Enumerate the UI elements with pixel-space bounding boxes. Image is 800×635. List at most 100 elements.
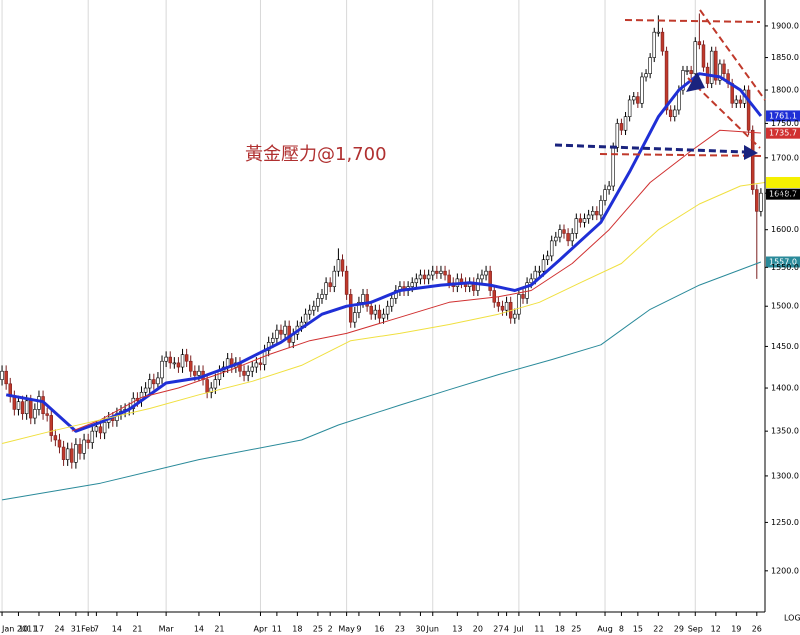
- candle-body: [759, 192, 763, 212]
- candle-body: [29, 400, 33, 419]
- candle-body: [381, 313, 386, 319]
- candle-body: [615, 123, 620, 148]
- candle-body: [94, 426, 99, 432]
- x-tick-label: 9: [356, 625, 361, 634]
- x-tick-label: 8: [619, 625, 624, 634]
- x-tick-label: 29: [674, 625, 684, 634]
- candle-body: [582, 218, 587, 223]
- candle-body: [607, 185, 611, 190]
- x-tick-label: Jan 2011: [1, 625, 37, 634]
- candle-body: [623, 116, 628, 131]
- candle-body: [0, 370, 4, 380]
- x-tick-label: 13: [452, 625, 462, 634]
- candle-body: [344, 270, 349, 295]
- price-tag-label: 1761.1: [769, 111, 797, 120]
- candle-body: [697, 41, 702, 46]
- candle-body: [558, 229, 562, 238]
- candle-body: [373, 309, 378, 315]
- candle-body: [750, 129, 755, 190]
- x-tick-label: Jun: [425, 625, 439, 634]
- x-tick-label: 31: [71, 625, 81, 634]
- x-tick-label: 4: [504, 625, 509, 634]
- candle-body: [348, 294, 353, 323]
- candle-body: [533, 270, 538, 280]
- candle-body: [644, 73, 648, 78]
- candle-body: [332, 270, 337, 287]
- candle-body: [369, 305, 373, 315]
- x-tick-label: 15: [633, 625, 643, 634]
- candle-body: [681, 70, 685, 91]
- candle-body: [492, 290, 497, 303]
- x-tick-label: 14: [112, 625, 122, 634]
- candle-body: [648, 57, 652, 74]
- candle-body: [746, 89, 751, 131]
- y-tick-label: 1800.0: [771, 86, 799, 95]
- candle-body: [664, 50, 669, 111]
- candle-body: [365, 294, 369, 307]
- candle-body: [213, 379, 218, 389]
- candle-body: [377, 309, 382, 319]
- candle-body: [718, 63, 722, 81]
- candle-body: [513, 313, 517, 319]
- price-tag: [766, 256, 800, 268]
- log-label: LOG: [784, 614, 800, 623]
- candle-body: [549, 240, 554, 257]
- candle-body: [755, 189, 759, 212]
- x-tick-label: 12: [711, 625, 721, 634]
- candle-body: [209, 387, 213, 393]
- channel-line: [699, 9, 766, 101]
- arrow-line: [554, 143, 746, 154]
- candle-body: [484, 270, 488, 276]
- price-tag: [766, 176, 800, 188]
- candle-body: [61, 446, 66, 460]
- x-tick-label: Feb: [81, 625, 95, 634]
- x-tick-label: Mar: [159, 625, 175, 634]
- candle-body: [45, 413, 49, 416]
- y-tick-label: 1200.0: [771, 566, 799, 575]
- x-tick-label: 18: [292, 625, 302, 634]
- candle-body: [570, 233, 574, 242]
- price-tag: [766, 110, 800, 122]
- candle-body: [176, 362, 181, 368]
- y-tick-label: 1400.0: [771, 384, 799, 393]
- candle-body: [172, 362, 177, 365]
- candle-body: [517, 294, 521, 315]
- candle-body: [722, 63, 726, 74]
- candle-body: [41, 396, 45, 415]
- y-tick-label: 1500.0: [771, 302, 799, 311]
- candle-body: [385, 305, 390, 315]
- channel-line: [687, 77, 761, 149]
- candle-body: [435, 270, 439, 274]
- arrow-head: [686, 72, 705, 92]
- x-tick-label: 27: [493, 625, 503, 634]
- y-tick-label: 1650.0: [771, 189, 799, 198]
- candle-body: [353, 312, 357, 323]
- candle-body: [12, 396, 17, 410]
- candle-body: [336, 259, 341, 272]
- candle-body: [656, 31, 661, 34]
- candle-body: [57, 439, 62, 448]
- x-tick-label: 16: [374, 625, 384, 634]
- candle-body: [418, 274, 423, 280]
- candle-body: [500, 305, 505, 311]
- candle-body: [640, 76, 644, 104]
- moving-average: [1, 182, 766, 444]
- candle-body: [164, 356, 168, 362]
- candle-body: [275, 329, 279, 339]
- candle-body: [709, 50, 714, 84]
- price-tags: 1761.1 1735.7 1648.7 1557.0: [766, 110, 800, 268]
- plot: [0, 13, 766, 501]
- candle-body: [554, 236, 558, 242]
- x-tick-label: 21: [132, 625, 142, 634]
- candle-body: [414, 278, 419, 284]
- y-tick-label: 1700.0: [771, 153, 799, 162]
- x-tick-label: 18: [555, 625, 565, 634]
- candle-body: [193, 370, 197, 376]
- x-tick-label: 19: [731, 625, 741, 634]
- candle-body: [627, 99, 632, 117]
- candle-body: [574, 218, 579, 234]
- candle-body: [33, 409, 37, 419]
- candle-body: [168, 356, 172, 364]
- candle-body: [70, 448, 74, 463]
